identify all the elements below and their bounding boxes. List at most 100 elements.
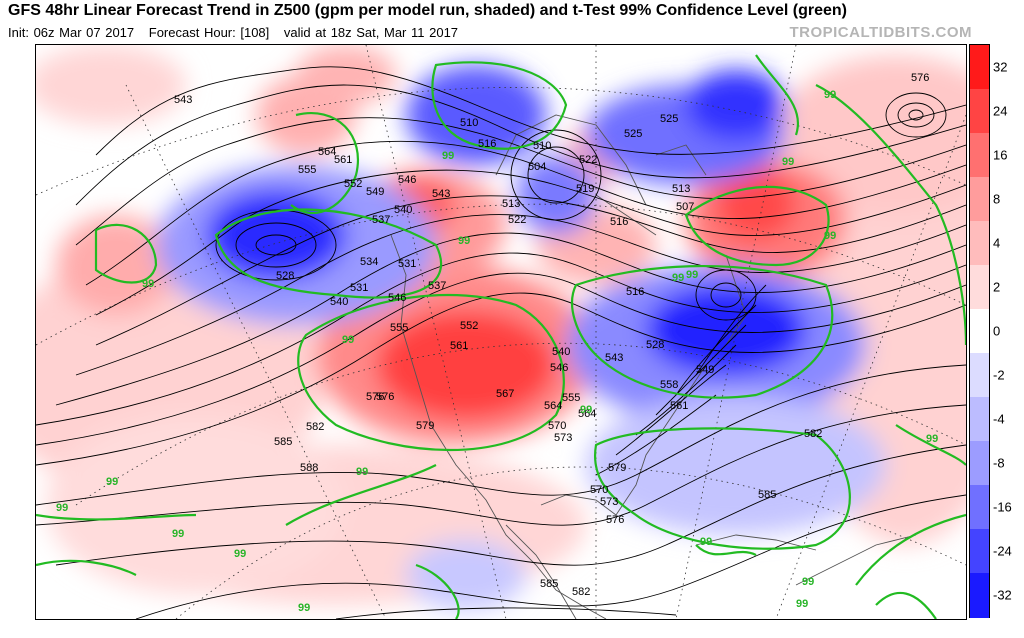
height-contour-label: 546 — [550, 362, 568, 374]
height-contour-label: 570 — [590, 484, 608, 496]
height-contour-label: 573 — [600, 496, 618, 508]
brand-watermark: TROPICALTIDBITS.COM — [789, 24, 972, 41]
height-contour-label: 552 — [344, 178, 362, 190]
colorbar-tick-label: -16 — [993, 499, 1012, 515]
height-contour-label: 528 — [276, 270, 294, 282]
height-contour-label: 525 — [624, 128, 642, 140]
confidence-label: 99 — [672, 272, 684, 284]
height-contour-label: 522 — [579, 154, 597, 166]
height-contour-label: 522 — [508, 214, 526, 226]
height-contour-label: 543 — [432, 188, 450, 200]
height-contour-label: 558 — [660, 379, 678, 391]
height-contour-label: 540 — [330, 296, 348, 308]
valid-time: valid at 18z Sat, Mar 11 2017 — [283, 25, 459, 40]
height-contour-label: 585 — [758, 489, 776, 501]
height-contour-label: 513 — [502, 198, 520, 210]
height-contour-label: 570 — [548, 420, 566, 432]
colorbar-tick-label: 0 — [993, 323, 1001, 339]
confidence-label: 99 — [298, 602, 310, 614]
colorbar-segment — [970, 441, 989, 486]
height-contour-label: 510 — [460, 117, 478, 129]
colorbar-tick-label: 2 — [993, 279, 1001, 295]
height-contour-label: 528 — [646, 339, 664, 351]
confidence-label: 99 — [802, 576, 814, 588]
confidence-label: 99 — [580, 404, 592, 416]
height-contour-label: 537 — [372, 214, 390, 226]
height-contour-label: 582 — [306, 421, 324, 433]
confidence-label: 99 — [458, 235, 470, 247]
confidence-label: 99 — [686, 269, 698, 281]
height-contour-label: 552 — [460, 320, 478, 332]
confidence-label: 99 — [56, 502, 68, 514]
confidence-label: 99 — [782, 156, 794, 168]
height-contour-label: 579 — [416, 420, 434, 432]
colorbar-tick-label: 16 — [993, 147, 1008, 163]
map-svg: 5435645615555525495465435405375345315285… — [36, 45, 966, 619]
height-contour-label: 504 — [528, 161, 546, 173]
colorbar-tick-label: -24 — [993, 543, 1012, 559]
height-contour-label: 534 — [360, 256, 378, 268]
height-contour-label: 531 — [398, 258, 416, 270]
height-labels: 5435645615555525495465435405375345315285… — [174, 72, 929, 598]
colorbar-segment — [970, 177, 989, 222]
height-contour-label: 576 — [606, 514, 624, 526]
height-contour-label: 582 — [572, 586, 590, 598]
height-contour-label: 531 — [350, 282, 368, 294]
height-contour-label: 564 — [318, 146, 336, 158]
height-contour-label: 585 — [540, 578, 558, 590]
colorbar-tick-label: -2 — [993, 367, 1005, 383]
height-contour-label: 588 — [300, 462, 318, 474]
confidence-label: 99 — [824, 230, 836, 242]
graticule — [36, 45, 966, 619]
height-contour-label: 543 — [174, 94, 192, 106]
height-contour-label: 513 — [672, 183, 690, 195]
height-contour-label: 567 — [496, 388, 514, 400]
colorbar-segment — [970, 485, 989, 530]
confidence-label: 99 — [342, 334, 354, 346]
height-contour-label: 519 — [576, 183, 594, 195]
confidence-label: 99 — [442, 150, 454, 162]
colorbar-tick-label: 4 — [993, 235, 1001, 251]
init-time: Init: 06z Mar 07 2017 — [8, 25, 135, 40]
height-contour-label: 561 — [334, 154, 352, 166]
height-contour-label: 561 — [670, 400, 688, 412]
colorbar-tick-label: -8 — [993, 455, 1005, 471]
map-title: GFS 48hr Linear Forecast Trend in Z500 (… — [8, 2, 847, 19]
height-contour-label: 507 — [676, 201, 694, 213]
colorbar-segment — [970, 573, 989, 618]
colorbar-segment — [970, 133, 989, 178]
map-subtitle: Init: 06z Mar 07 2017 Forecast Hour: [10… — [8, 25, 468, 40]
confidence-label: 99 — [796, 598, 808, 610]
height-contour-label: 546 — [388, 292, 406, 304]
height-contour-label: 585 — [274, 436, 292, 448]
colorbar-segment — [970, 353, 989, 398]
height-contour-label: 576 — [911, 72, 929, 84]
height-contour-label: 540 — [552, 346, 570, 358]
confidence-label: 99 — [926, 433, 938, 445]
forecast-map: 543 564 561 555 552 549 546 543 540 537 534 531 528 5… — [35, 44, 967, 620]
height-contour-label: 549 — [696, 364, 714, 376]
height-contour-label: 525 — [660, 113, 678, 125]
colorbar-tick-label: -32 — [993, 587, 1012, 603]
height-contour-label: 516 — [610, 216, 628, 228]
confidence-label: 99 — [142, 278, 154, 290]
height-contour-label: 564 — [578, 408, 596, 420]
height-contour-label: 576 — [376, 391, 394, 403]
height-contour-label: 549 — [366, 186, 384, 198]
colorbar-segment — [970, 221, 989, 266]
height-contour-label: 573 — [554, 432, 572, 444]
height-contour-label: 516 — [478, 138, 496, 150]
height-contour-label: 576 — [366, 391, 384, 403]
height-contour-label: 579 — [608, 462, 626, 474]
confidence-label: 99 — [106, 476, 118, 488]
height-contour-label: 555 — [562, 392, 580, 404]
confidence-label: 99 — [172, 528, 184, 540]
height-contour-label: 561 — [450, 340, 468, 352]
colorbar-segment — [970, 265, 989, 310]
confidence-label: 99 — [356, 466, 368, 478]
height-contours — [36, 66, 966, 619]
colorbar-tick-label: 24 — [993, 103, 1008, 119]
height-contour-label: 540 — [394, 204, 412, 216]
height-contour-label: 555 — [390, 322, 408, 334]
